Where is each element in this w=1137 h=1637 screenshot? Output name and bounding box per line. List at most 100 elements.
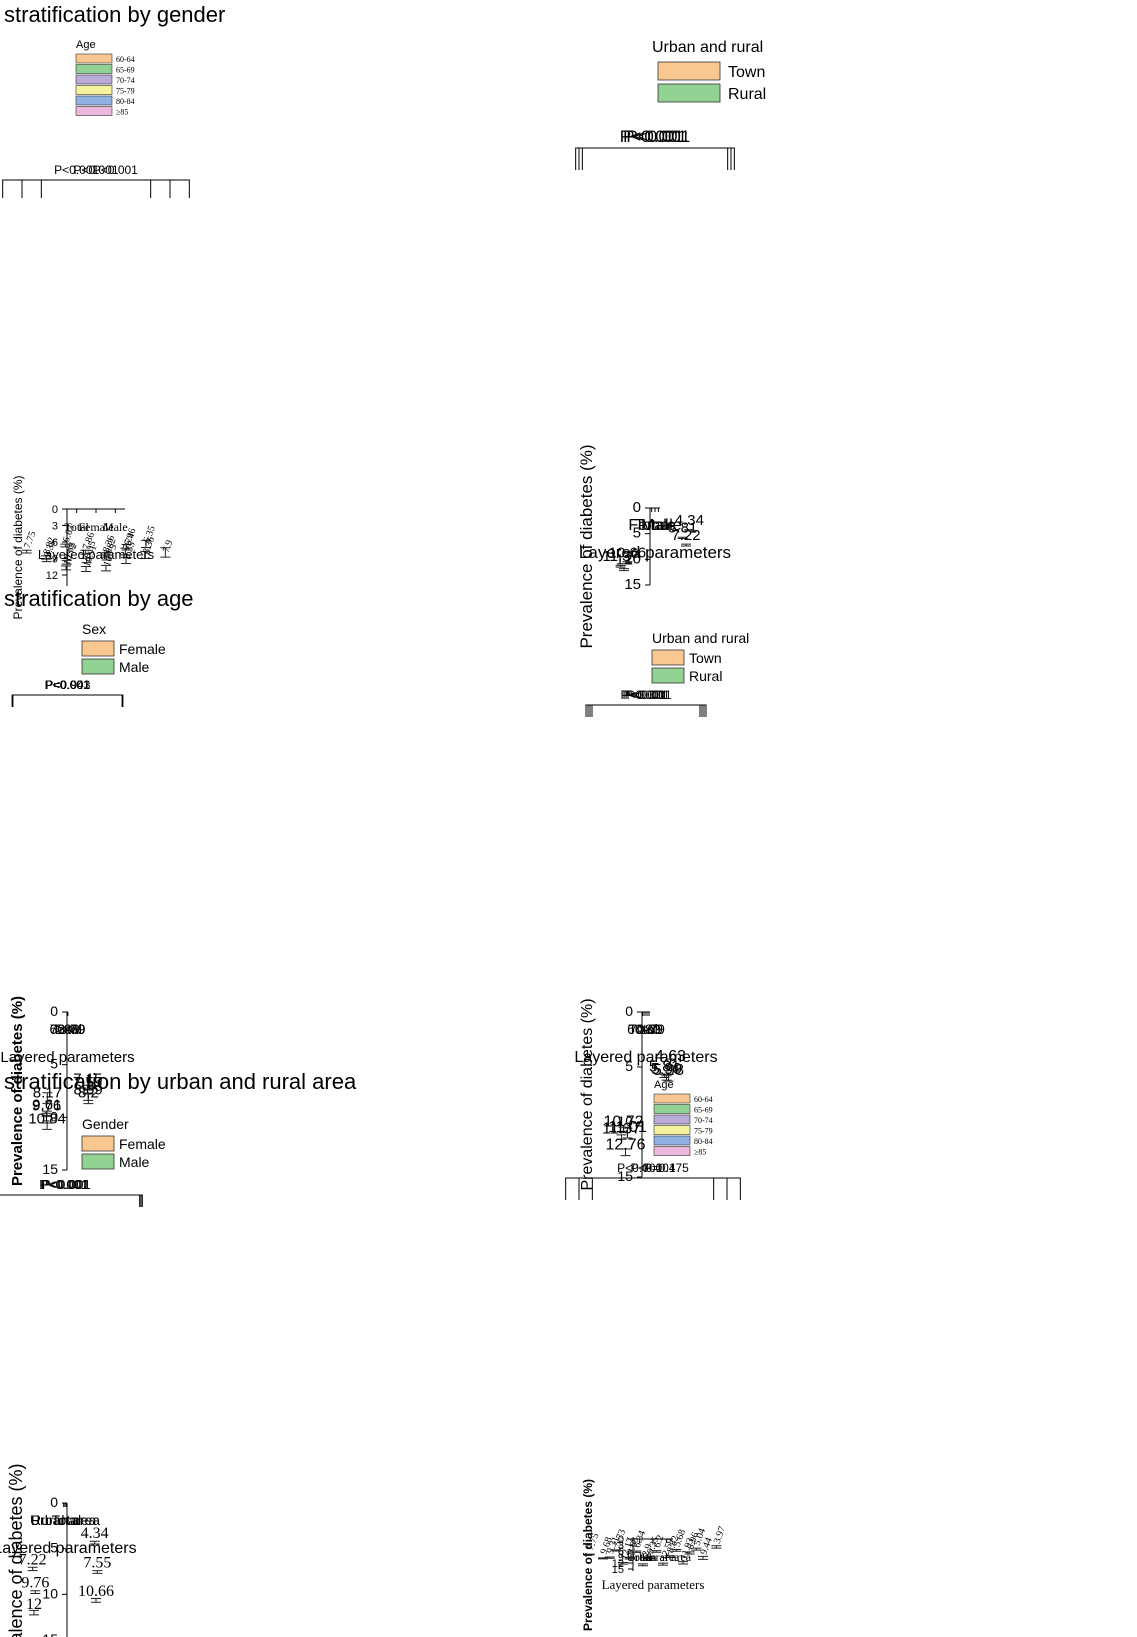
- chart5-ytick-label: 15: [42, 1631, 58, 1637]
- chart2-data-label: 4.34: [675, 512, 704, 529]
- chart6-error-bar: [598, 1557, 608, 1560]
- chart1-legend-swatch: [75, 64, 113, 74]
- chart5-xtick-label: Rural area: [31, 1512, 97, 1528]
- chart2-error-bar: [681, 543, 691, 547]
- chart6-legend-label: 80-84: [694, 1137, 713, 1146]
- chart4-ytick-label: 5: [625, 1058, 633, 1074]
- chart5-error-bar: [27, 1566, 38, 1572]
- chart3-data-label: 9.61: [32, 1096, 61, 1113]
- chart5-data-label: 12: [26, 1596, 42, 1613]
- chart3-xtick-label: 70-79: [50, 1021, 86, 1037]
- chart5-xtick-label: Urban area: [30, 1512, 100, 1528]
- chart2-ytick-label: 5: [633, 525, 641, 542]
- chart6-pvalue-label: P<0.001: [617, 1161, 662, 1175]
- chart5-pvalue-label: P<0.001: [39, 1177, 88, 1192]
- chart6-error-bar: [631, 1550, 642, 1553]
- chart5-data-label: 4.34: [81, 1525, 109, 1542]
- chart5-ytick-label: 0: [50, 1494, 58, 1510]
- chart3-legend-swatch: [81, 658, 115, 675]
- chart3-ytick-label: 0: [50, 1003, 58, 1019]
- chart2-ytick-label: 0: [633, 499, 641, 516]
- chart5-ytick-label: 5: [50, 1540, 58, 1556]
- chart4-ylabel: Prevalence of diabetes (%): [579, 998, 596, 1190]
- chart1-legend-swatch: [75, 95, 113, 106]
- chart3-legend-title: Sex: [82, 621, 106, 637]
- chart6-xtick-label: Total: [627, 1550, 652, 1564]
- chart2-data-label: 10.66: [609, 545, 647, 562]
- chart1-error-bar: [21, 549, 32, 554]
- chart1-pvalue-bracket: [2, 179, 152, 198]
- chart6-xtick-label: Rural area: [642, 1550, 692, 1564]
- chart1-error-bar: [60, 543, 71, 548]
- section-title-age: stratification by age: [4, 586, 194, 611]
- chart4-data-label: 10.72: [603, 1114, 643, 1131]
- chart6-error-bar: [638, 1563, 648, 1567]
- chart1-error-bar: [100, 552, 111, 558]
- chart2-legend-swatch: [657, 83, 721, 103]
- chart-urban-rural-by-gender: 0 5 10 15 Prevalence of diabetes (%) Total P<0…: [575, 39, 766, 649]
- chart4-legend-title: Urban and rural: [652, 630, 749, 646]
- chart-gender-by-area: 0 5 10 15 Prevalence of diabetes (%) Total P<0…: [0, 1116, 166, 1637]
- chart6-legend-swatch: [653, 1135, 691, 1146]
- chart4-xtick-label: 70-79: [629, 1021, 665, 1037]
- chart6-data-label: 6.2: [652, 1534, 667, 1550]
- chart5-error-bar: [29, 1609, 39, 1616]
- chart3-error-bar: [42, 1122, 53, 1130]
- chart6-error-bar: [691, 1547, 702, 1551]
- chart3-xtick-label: Total: [52, 1021, 82, 1037]
- chart5-pvalue-label: P<0.001: [42, 1177, 91, 1192]
- chart6-error-bar: [651, 1550, 662, 1553]
- chart4-data-label: 5.99: [651, 1061, 682, 1078]
- chart5-error-bar: [92, 1570, 103, 1574]
- chart1-data-label: 7.9: [161, 539, 176, 555]
- chart3-data-label: 8.09: [74, 1081, 103, 1098]
- chart3-legend-label: Female: [119, 641, 166, 657]
- chart6-error-bar: [644, 1556, 655, 1559]
- chart2-legend-label: Town: [728, 64, 765, 81]
- chart3-data-label: 8.17: [33, 1084, 62, 1101]
- chart4-error-bar: [661, 1075, 672, 1081]
- chart1-legend-label: 60-64: [116, 55, 135, 64]
- chart6-error-bar: [624, 1557, 635, 1560]
- chart1-legend-title: Age: [76, 39, 96, 51]
- chart4-data-label: 5.98: [653, 1062, 684, 1079]
- chart1-ytick-label: 6: [52, 537, 58, 549]
- chart1-error-bar: [41, 555, 51, 560]
- chart3-xlabel: Layered parameters: [0, 1049, 134, 1066]
- chart6-legend-label: 70-74: [694, 1116, 713, 1125]
- chart5-ytick-label: 10: [42, 1585, 58, 1601]
- chart4-xtick-label: Total: [628, 1021, 658, 1037]
- chart3-legend-label: Male: [119, 659, 150, 675]
- chart2-xtick-label: Female: [628, 517, 681, 534]
- chart4-data-label: 11.37: [602, 1120, 641, 1137]
- chart3-pvalue-bracket: [12, 694, 124, 707]
- chart1-xtick-label: Total: [64, 520, 89, 534]
- chart1-xlabel: Layered parameters: [38, 547, 155, 562]
- chart4-pvalue-label: P<0.001: [624, 688, 669, 702]
- chart3-pvalue-bracket: [11, 694, 123, 707]
- chart1-pvalue-label: P<0.001: [93, 163, 138, 177]
- chart3-pvalue-bracket: [12, 694, 124, 707]
- chart4-data-label: 11.01: [608, 1119, 647, 1136]
- chart1-error-bar: [81, 557, 92, 564]
- chart1-ylabel: Prevalence of diabetes (%): [11, 475, 25, 619]
- chart4-pvalue-bracket: [591, 704, 707, 717]
- chart5-legend-title: Gender: [82, 1116, 129, 1132]
- chart5-pvalue-bracket: [0, 1194, 141, 1207]
- chart6-legend-swatch: [653, 1093, 691, 1104]
- chart4-ytick-label: 0: [625, 1003, 633, 1019]
- chart4-ytick-label: 15: [617, 1168, 633, 1184]
- chart1-legend-label: 70-74: [116, 76, 135, 85]
- chart1-legend-swatch: [75, 53, 113, 64]
- chart5-xtick-label: Total: [52, 1512, 82, 1528]
- chart4-legend-label: Town: [689, 650, 722, 666]
- chart6-legend-label: 60-64: [694, 1095, 713, 1104]
- chart1-error-bar: [160, 547, 171, 558]
- chart6-error-bar: [671, 1548, 682, 1552]
- chart2-xtick-label: Total: [635, 517, 669, 534]
- chart2-ytick-label: 15: [624, 576, 641, 593]
- chart6-error-bar: [711, 1545, 722, 1549]
- chart1-data-label: 6.63: [61, 524, 77, 544]
- chart1-legend-swatch: [75, 74, 113, 85]
- chart5-legend-swatch: [81, 1135, 115, 1152]
